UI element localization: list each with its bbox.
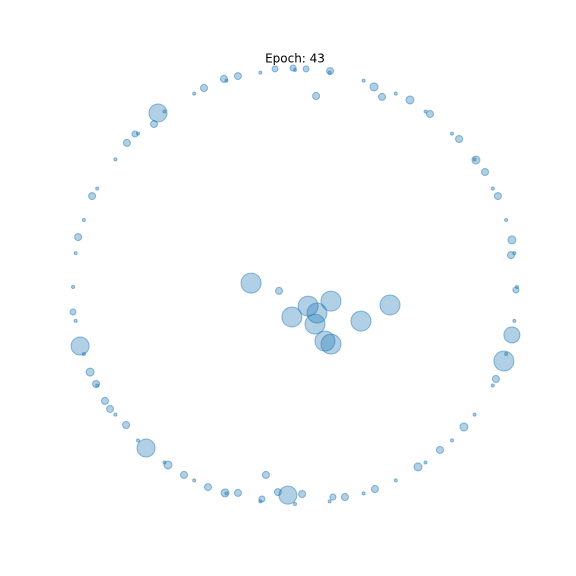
point (258, 499, 263, 504)
point (327, 499, 332, 504)
point (507, 235, 517, 245)
point (504, 352, 509, 357)
point (369, 82, 379, 92)
point (162, 460, 167, 465)
point (73, 251, 78, 256)
point (312, 92, 321, 101)
point (224, 491, 229, 496)
point (297, 295, 319, 317)
point (361, 491, 366, 496)
point (113, 157, 118, 162)
point (340, 493, 349, 502)
point (327, 70, 332, 75)
point (350, 310, 372, 332)
point (493, 192, 502, 201)
point (306, 302, 328, 324)
point (281, 306, 303, 328)
point (95, 383, 100, 388)
point (320, 333, 342, 355)
point (106, 404, 115, 413)
point (81, 352, 86, 357)
point (233, 72, 242, 81)
point (405, 95, 415, 105)
point (504, 217, 509, 222)
point (472, 412, 477, 417)
point (293, 68, 297, 72)
point (275, 286, 284, 295)
point (320, 290, 342, 312)
point (122, 421, 131, 430)
point (289, 64, 297, 72)
point (503, 326, 521, 344)
point (278, 485, 298, 505)
point (192, 91, 197, 96)
point (271, 65, 279, 73)
point (361, 78, 366, 83)
point (258, 70, 263, 75)
point (81, 217, 86, 222)
point (425, 110, 434, 119)
chart-title: Epoch: 43 (265, 52, 325, 66)
point (192, 478, 197, 483)
point (233, 488, 242, 497)
point (88, 192, 97, 201)
point (491, 375, 500, 384)
point (512, 318, 517, 323)
point (199, 84, 208, 93)
point (240, 272, 262, 294)
point (329, 493, 337, 501)
point (113, 412, 118, 417)
point (512, 251, 517, 256)
point (370, 485, 379, 494)
point (85, 367, 95, 377)
point (298, 490, 307, 499)
point (74, 233, 83, 242)
point (136, 438, 141, 443)
point (273, 488, 282, 497)
point (459, 422, 469, 432)
point (481, 167, 490, 176)
point (472, 157, 477, 162)
point (203, 483, 212, 492)
point (136, 438, 156, 458)
point (393, 478, 398, 483)
point (455, 135, 464, 144)
point (490, 383, 495, 388)
point (100, 396, 109, 405)
point (449, 131, 454, 136)
point (378, 92, 387, 101)
point (449, 438, 454, 443)
point (73, 318, 78, 323)
point (261, 470, 270, 479)
point (148, 103, 168, 123)
point (423, 460, 428, 465)
point (302, 65, 310, 73)
point (314, 330, 336, 352)
point (136, 131, 141, 136)
point (393, 91, 398, 96)
point (515, 285, 519, 289)
point (150, 120, 159, 129)
point (304, 313, 326, 335)
point (219, 74, 228, 83)
point (493, 350, 515, 372)
point (379, 294, 401, 316)
point (122, 138, 131, 147)
point (224, 78, 229, 83)
point (435, 445, 444, 454)
point (490, 186, 495, 191)
point (413, 462, 423, 472)
point (71, 285, 75, 289)
point (95, 186, 100, 191)
point (69, 308, 77, 316)
point (70, 336, 90, 356)
point (180, 470, 188, 479)
point (293, 502, 297, 506)
point (423, 109, 428, 114)
point (162, 109, 167, 114)
